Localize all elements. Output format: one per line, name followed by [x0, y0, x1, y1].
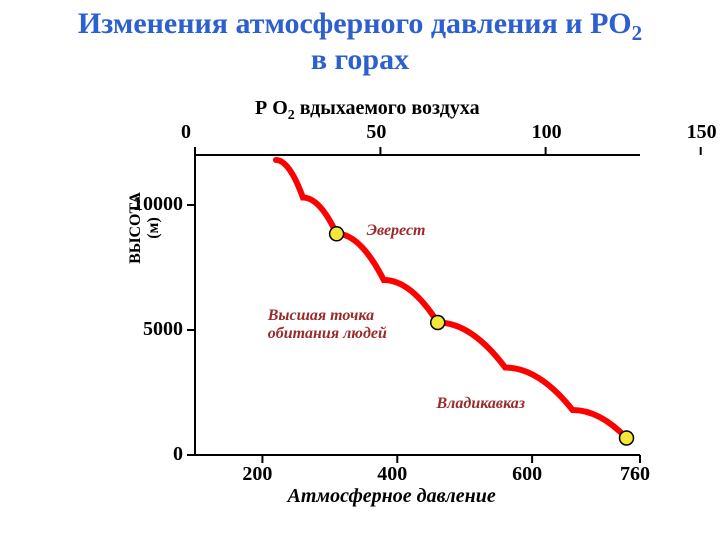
x-top-tick-label: 0 [181, 121, 191, 144]
x-top-axis-label: Р О2 вдыхаемого воздуха [255, 97, 480, 124]
marker-label-everest: Эверест [367, 222, 426, 240]
marker-label-vladikavkaz: Владикавказ [437, 395, 526, 413]
marker-vladikavkaz [620, 431, 634, 445]
x-bottom-axis-label: Атмосферное давление [288, 485, 496, 508]
pressure-altitude-chart: 0500010000ВЫСОТА (м)200400600760Атмосфер… [0, 0, 720, 540]
y-tick-label: 5000 [143, 318, 183, 341]
x-top-tick-label: 150 [687, 121, 717, 144]
x-bottom-tick-label: 200 [242, 463, 272, 486]
x-bottom-tick-label: 760 [620, 463, 650, 486]
x-bottom-tick-label: 600 [512, 463, 542, 486]
marker-label-highest-living: Высшая точка обитания людей [268, 307, 387, 343]
x-top-tick-label: 50 [366, 121, 386, 144]
x-top-tick-label: 100 [532, 121, 562, 144]
x-bottom-tick-label: 400 [377, 463, 407, 486]
marker-highest-living [431, 316, 445, 330]
y-tick-label: 0 [173, 443, 183, 466]
y-axis-label: ВЫСОТА (м) [127, 168, 163, 288]
marker-everest [330, 227, 344, 241]
